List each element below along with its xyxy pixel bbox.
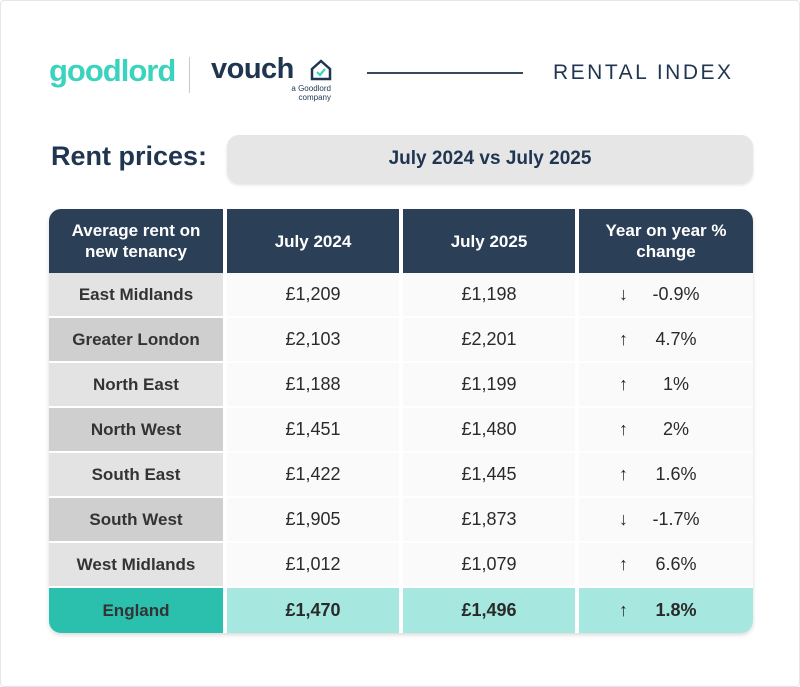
change-value: 4.7% — [655, 329, 697, 349]
rent-value: £1,012 — [227, 543, 399, 586]
change-value: 1.8% — [655, 600, 697, 620]
house-icon — [310, 59, 332, 81]
region-name: England — [49, 588, 223, 633]
change-arrow: ↓ — [619, 284, 628, 304]
change-arrow: ↑ — [619, 600, 628, 620]
rent-value: £1,445 — [403, 453, 575, 496]
period-pill: July 2024 vs July 2025 — [227, 135, 753, 183]
partner-tagline: a Goodlord company — [291, 84, 331, 102]
rent-value: £1,199 — [403, 363, 575, 406]
column-header: July 2024 — [227, 209, 399, 273]
change-arrow: ↑ — [619, 329, 628, 349]
page-title: RENTAL INDEX — [553, 61, 734, 84]
rent-value: £1,079 — [403, 543, 575, 586]
change-value: -0.9% — [652, 284, 700, 304]
change-cell: ↓ -1.7% — [579, 498, 753, 541]
rent-value: £1,905 — [227, 498, 399, 541]
rent-value: £1,496 — [403, 588, 575, 633]
rent-value: £1,451 — [227, 408, 399, 451]
region-name: North West — [49, 408, 223, 451]
change-arrow: ↑ — [619, 464, 628, 484]
region-name: East Midlands — [49, 273, 223, 316]
change-value: -1.7% — [652, 509, 700, 529]
rent-value: £1,480 — [403, 408, 575, 451]
region-name: Greater London — [49, 318, 223, 361]
change-cell: ↑ 6.6% — [579, 543, 753, 586]
change-value: 2% — [662, 419, 689, 439]
rent-value: £1,470 — [227, 588, 399, 633]
change-cell: ↑ 1.8% — [579, 588, 753, 633]
change-cell: ↑ 2% — [579, 408, 753, 451]
change-value: 1% — [662, 374, 689, 394]
change-value: 6.6% — [655, 554, 697, 574]
rent-table: Average rent on new tenancy July 2024 July… — [49, 209, 753, 633]
rent-value: £1,873 — [403, 498, 575, 541]
column-header: Year on year % change — [579, 209, 753, 273]
change-value: 1.6% — [655, 464, 697, 484]
change-arrow: ↑ — [619, 374, 628, 394]
change-cell: ↑ 1.6% — [579, 453, 753, 496]
rent-value: £1,198 — [403, 273, 575, 316]
rent-value: £1,209 — [227, 273, 399, 316]
change-arrow: ↑ — [619, 419, 628, 439]
region-name: South East — [49, 453, 223, 496]
region-name: North East — [49, 363, 223, 406]
change-arrow: ↑ — [619, 554, 628, 574]
rent-value: £2,103 — [227, 318, 399, 361]
change-arrow: ↓ — [619, 509, 628, 529]
column-header: Average rent on new tenancy — [49, 209, 223, 273]
region-name: West Midlands — [49, 543, 223, 586]
column-header: July 2025 — [403, 209, 575, 273]
region-name: South West — [49, 498, 223, 541]
brand-logo: goodlord — [49, 53, 176, 88]
partner-logo: vouch — [211, 53, 294, 85]
rent-value: £1,422 — [227, 453, 399, 496]
rent-value: £2,201 — [403, 318, 575, 361]
divider-line — [367, 72, 523, 74]
change-cell: ↓ -0.9% — [579, 273, 753, 316]
change-cell: ↑ 4.7% — [579, 318, 753, 361]
change-cell: ↑ 1% — [579, 363, 753, 406]
separator — [189, 57, 190, 93]
section-label: Rent prices: — [51, 141, 208, 171]
rent-value: £1,188 — [227, 363, 399, 406]
